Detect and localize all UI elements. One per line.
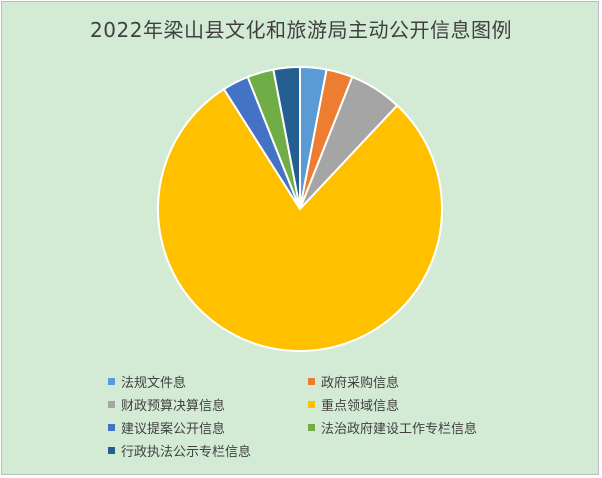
legend-label-3: 财政预算决算信息	[121, 399, 226, 414]
pie-slice-7	[272, 65, 301, 210]
pie-slice-4	[157, 87, 443, 352]
legend-swatch-5	[108, 424, 115, 431]
legend-swatch-2	[308, 378, 315, 385]
legend-label-2: 政府采购信息	[321, 376, 400, 391]
legend-swatch-7	[108, 447, 115, 454]
legend-swatch-3	[108, 401, 115, 408]
legend-swatch-1	[108, 378, 115, 385]
legend-swatch-4	[308, 401, 315, 408]
chart-title: 2022年梁山县文化和旅游局主动公开信息图例	[90, 18, 512, 42]
legend-label-6: 法治政府建设工作专栏信息	[321, 422, 478, 437]
legend-item-7: 行政执法公示专栏信息	[108, 442, 308, 460]
legend-item-5: 建议提案公开信息	[108, 419, 308, 437]
legend-label-5: 建议提案公开信息	[121, 422, 226, 437]
legend-item-6: 法治政府建设工作专栏信息	[308, 419, 528, 437]
legend-label-1: 法规文件息	[121, 376, 187, 391]
legend-item-2: 政府采购信息	[308, 373, 528, 391]
legend-item-4: 重点领域信息	[308, 396, 528, 414]
legend-label-7: 行政执法公示专栏信息	[121, 445, 252, 460]
chart-legend: 法规文件息 政府采购信息财政预算决算信息 重点领域信息建议提案公开信息 法治政府建设工…	[108, 373, 528, 460]
legend-label-4: 重点领域信息	[321, 399, 400, 414]
legend-item-3: 财政预算决算信息	[108, 396, 308, 414]
legend-swatch-6	[308, 424, 315, 431]
legend-item-1: 法规文件息	[108, 373, 308, 391]
